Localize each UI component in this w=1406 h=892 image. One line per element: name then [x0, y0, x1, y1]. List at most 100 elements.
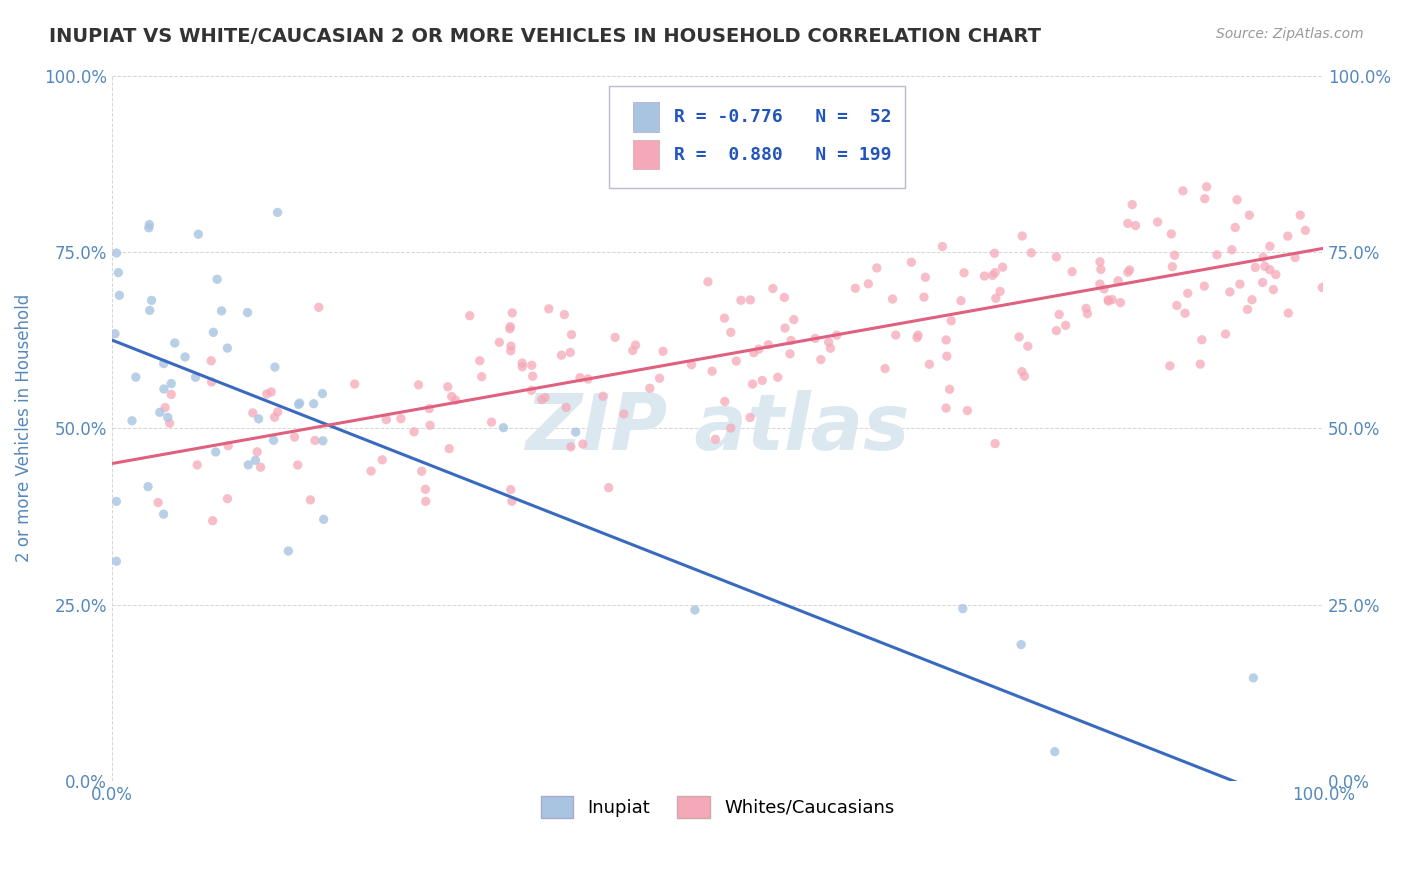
Point — [153, 382, 176, 396]
Point — [576, 372, 599, 386]
Point — [1236, 302, 1258, 317]
Point — [704, 432, 727, 446]
Point — [211, 304, 233, 318]
Point — [553, 308, 575, 322]
Point — [287, 458, 309, 472]
Point — [1251, 251, 1274, 265]
Point — [415, 482, 437, 496]
Point — [866, 260, 889, 275]
Point — [725, 354, 748, 368]
Point — [138, 303, 160, 318]
Point — [1074, 301, 1097, 316]
Point — [817, 335, 839, 350]
Point — [783, 312, 806, 326]
Point — [471, 369, 494, 384]
Point — [246, 445, 269, 459]
Point — [160, 376, 183, 391]
Point — [187, 227, 209, 242]
Point — [302, 397, 325, 411]
Point — [256, 387, 278, 401]
Point — [360, 464, 382, 478]
Point — [1045, 250, 1067, 264]
Point — [697, 275, 720, 289]
Point — [766, 370, 789, 384]
Point — [247, 411, 270, 425]
Point — [444, 393, 467, 408]
Point — [1161, 260, 1184, 274]
Point — [1109, 295, 1132, 310]
Point — [1215, 327, 1237, 342]
Point — [1195, 179, 1218, 194]
Point — [105, 554, 128, 568]
Point — [1177, 286, 1199, 301]
Point — [773, 290, 796, 304]
Point — [773, 321, 796, 335]
Point — [648, 371, 671, 385]
Point — [1008, 330, 1031, 344]
Point — [152, 507, 174, 521]
Point — [1010, 638, 1032, 652]
Point — [652, 344, 675, 359]
Point — [1121, 197, 1143, 211]
Point — [201, 514, 224, 528]
Point — [204, 445, 226, 459]
Point — [1017, 339, 1039, 353]
Point — [308, 301, 330, 315]
Point — [263, 434, 285, 448]
Point — [510, 356, 533, 370]
Point — [107, 266, 129, 280]
Point — [1159, 359, 1181, 373]
Point — [1174, 306, 1197, 320]
Point — [288, 396, 311, 410]
Point — [440, 390, 463, 404]
Point — [104, 326, 127, 341]
Point — [1088, 277, 1111, 291]
Point — [238, 458, 260, 472]
Point — [1088, 254, 1111, 268]
Point — [1239, 208, 1261, 222]
Point — [205, 272, 228, 286]
Point — [418, 401, 440, 416]
Point — [1171, 184, 1194, 198]
Point — [1047, 308, 1070, 322]
Point — [105, 494, 128, 508]
Point — [1277, 229, 1299, 244]
Point — [1116, 265, 1139, 279]
Point — [411, 464, 433, 478]
Point — [756, 337, 779, 351]
Point — [988, 285, 1011, 299]
Point — [820, 341, 842, 355]
Point — [439, 442, 461, 456]
Point — [1097, 293, 1119, 307]
Point — [742, 345, 765, 359]
Point — [537, 301, 560, 316]
Point — [152, 357, 174, 371]
Point — [762, 281, 785, 295]
Point — [202, 326, 225, 340]
Point — [501, 306, 523, 320]
Point — [1043, 745, 1066, 759]
Point — [408, 377, 430, 392]
Point — [510, 359, 533, 374]
Point — [810, 352, 832, 367]
Point — [174, 350, 197, 364]
Point — [991, 260, 1014, 275]
Point — [375, 412, 398, 426]
Point — [882, 292, 904, 306]
Point — [136, 480, 159, 494]
Point — [804, 331, 827, 345]
Point — [163, 336, 186, 351]
Point — [1277, 306, 1299, 320]
Point — [1240, 293, 1263, 307]
Point — [1225, 220, 1247, 235]
Point — [956, 403, 979, 417]
Point — [941, 314, 963, 328]
Point — [1045, 324, 1067, 338]
Point — [858, 277, 880, 291]
Point — [935, 401, 957, 415]
Point — [931, 239, 953, 253]
Point — [522, 369, 544, 384]
Point — [283, 430, 305, 444]
Point — [905, 330, 928, 344]
Point — [605, 330, 627, 344]
